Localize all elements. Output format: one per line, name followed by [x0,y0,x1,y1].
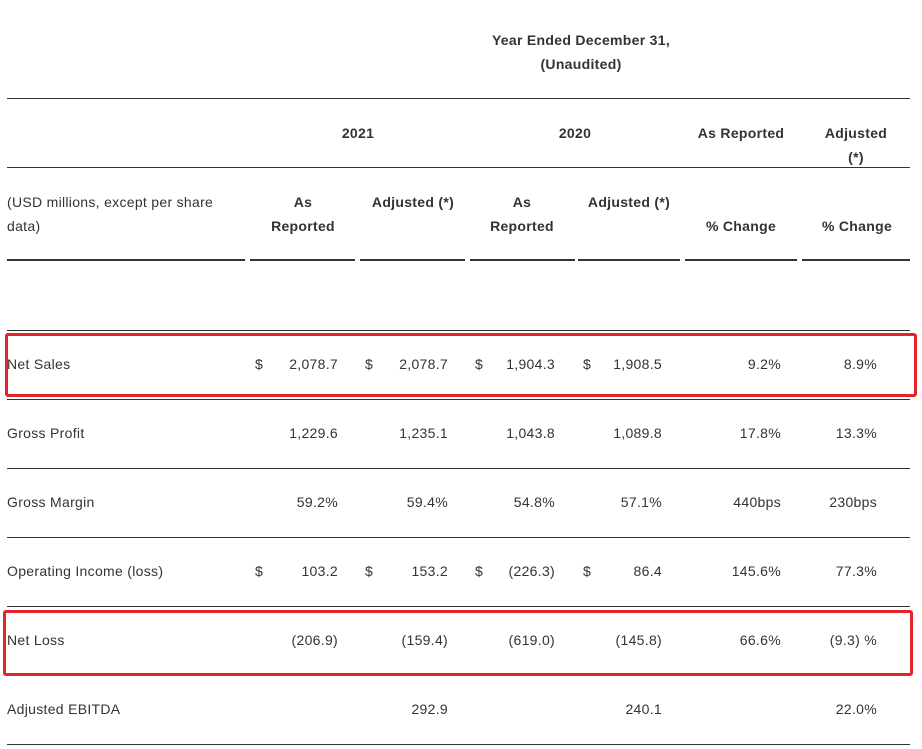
cell-value: (159.4) [401,632,448,648]
cell-value: 145.6% [731,563,781,579]
cell-value: 54.8% [513,494,555,510]
column-subheader: As Reported [271,194,335,234]
cell-value: 66.6% [739,632,781,648]
rule [685,259,797,261]
currency-sign: $ [583,563,592,579]
cell-value: 153.2 [411,563,448,579]
cell-value: 1,908.5 [613,356,662,372]
column-subheader: Adjusted (*) [587,194,671,210]
currency-sign: $ [365,563,374,579]
row-label: Net Loss [7,632,65,648]
currency-sign: $ [365,356,374,372]
cell-value: 13.3% [835,425,877,441]
year-header: 2020 [558,125,592,141]
cell-value: 2,078.7 [399,356,448,372]
rule [470,259,575,261]
cell-value: 1,229.6 [289,425,338,441]
currency-sign: $ [255,563,264,579]
cell-value: 440bps [733,494,781,510]
row-label: Gross Profit [7,425,85,441]
cell-value: (226.3) [508,563,555,579]
rule [7,98,910,99]
cell-value: (145.8) [615,632,662,648]
rule [578,259,680,261]
cell-value: 59.4% [406,494,448,510]
rule [250,259,355,261]
cell-value: 1,235.1 [399,425,448,441]
cell-value: 292.9 [411,701,448,717]
unaudited-note: (Unaudited) [540,56,622,72]
cell-value: (206.9) [291,632,338,648]
rule [7,606,910,607]
column-subheader: % Change [821,218,893,234]
rule [7,537,910,538]
change-header: As Reported [697,125,785,141]
period-header: Year Ended December 31, [491,32,671,48]
change-header: Adjusted (*) [824,125,888,165]
rule [7,259,245,261]
highlight-box [3,610,913,676]
cell-value: 86.4 [633,563,662,579]
rule [7,167,910,168]
rule [360,259,465,261]
cell-value: 240.1 [625,701,662,717]
cell-value: 17.8% [739,425,781,441]
column-subheader: Adjusted (*) [371,194,455,210]
row-label: Operating Income (loss) [7,563,164,579]
cell-value: 77.3% [835,563,877,579]
rule [7,330,910,331]
currency-sign: $ [475,563,484,579]
column-subheader: % Change [705,218,777,234]
cell-value: 1,043.8 [506,425,555,441]
cell-value: 2,078.7 [289,356,338,372]
cell-value: 57.1% [620,494,662,510]
rule [7,468,910,469]
row-label: Net Sales [7,356,71,372]
row-label: Gross Margin [7,494,95,510]
highlight-box [5,333,917,397]
rule [802,259,910,261]
row-label: Adjusted EBITDA [7,701,121,717]
cell-value: 22.0% [835,701,877,717]
rule [7,399,910,400]
rule [7,744,910,745]
currency-sign: $ [475,356,484,372]
cell-value: 1,089.8 [613,425,662,441]
cell-value: 59.2% [296,494,338,510]
currency-sign: $ [583,356,592,372]
cell-value: (9.3) % [829,632,877,648]
currency-sign: $ [255,356,264,372]
cell-value: 230bps [829,494,877,510]
year-header: 2021 [341,125,375,141]
cell-value: 1,904.3 [506,356,555,372]
cell-value: 8.9% [843,356,877,372]
column-subheader: As Reported [490,194,554,234]
units-label: (USD millions, except per share data) [7,194,214,234]
cell-value: (619.0) [508,632,555,648]
cell-value: 9.2% [747,356,781,372]
cell-value: 103.2 [301,563,338,579]
